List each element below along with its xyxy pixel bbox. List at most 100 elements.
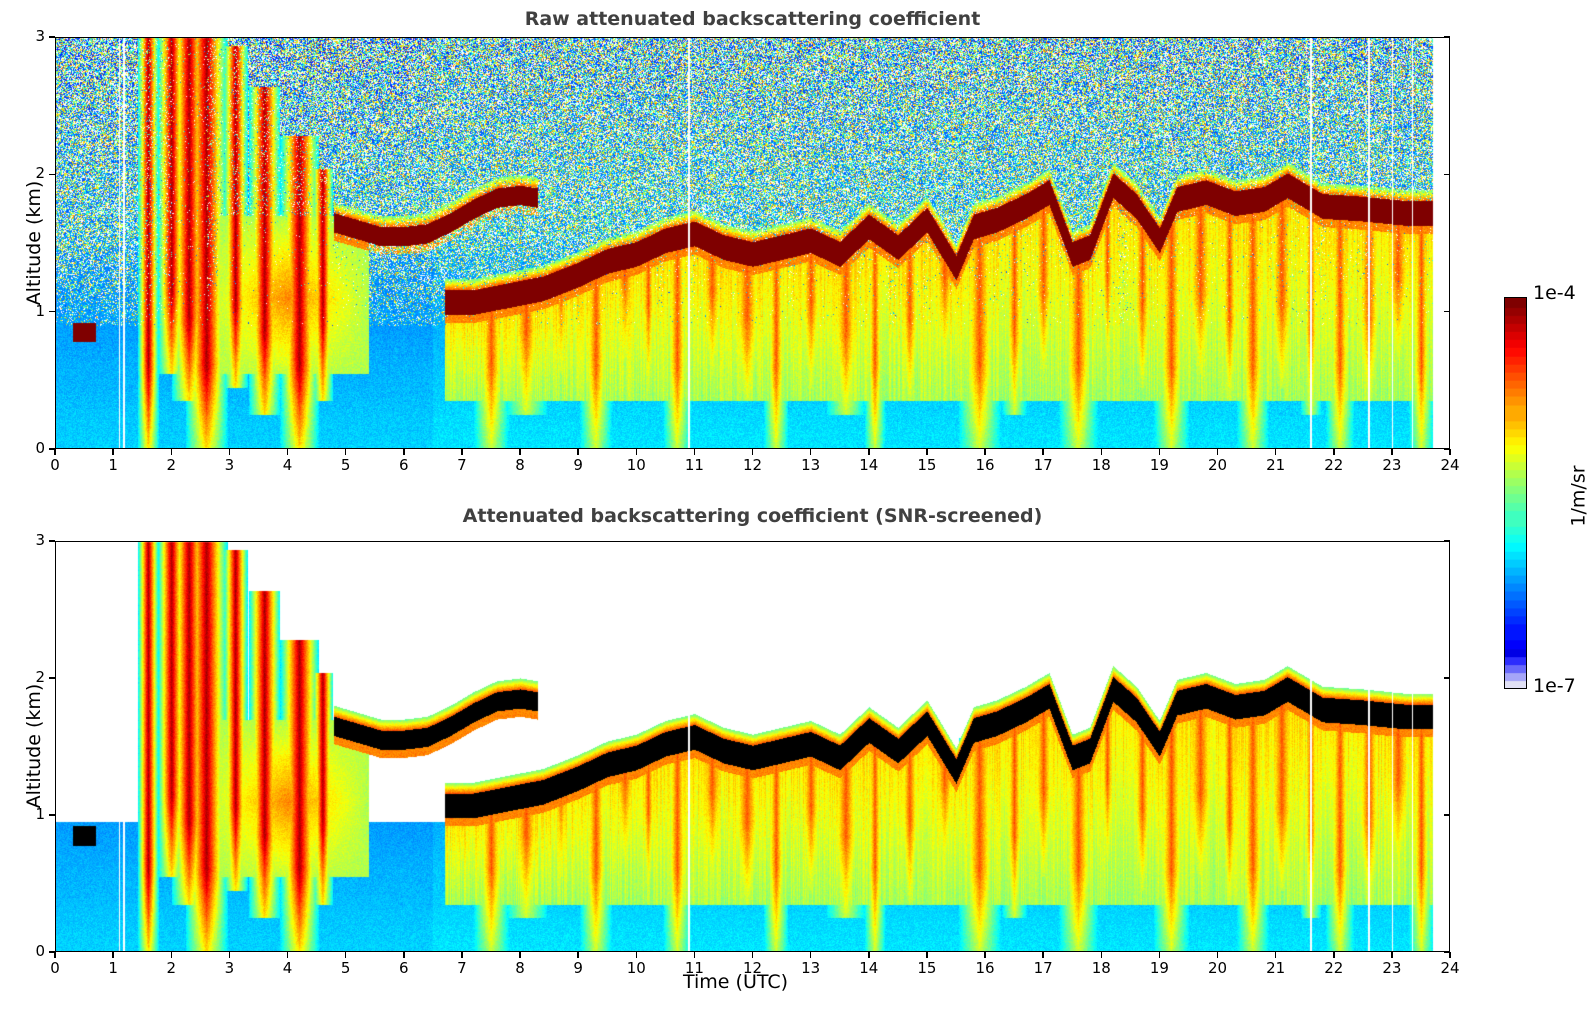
x-tick-label: 17 [1033, 456, 1053, 474]
x-tick-mark [519, 952, 521, 958]
bottom-panel-title: Attenuated backscattering coefficient (S… [462, 505, 1043, 527]
x-tick-label: 18 [1091, 959, 1111, 977]
x-tick-mark [1158, 952, 1161, 958]
x-tick-mark [112, 449, 114, 455]
x-tick-label: 11 [684, 959, 704, 977]
x-tick-mark [1449, 952, 1451, 958]
x-tick-mark [635, 952, 637, 958]
x-tick-mark [403, 449, 405, 455]
x-tick-label: 6 [398, 959, 409, 977]
y-tick-mark-right [1444, 173, 1450, 176]
x-tick-label: 1 [108, 456, 118, 474]
top-panel-title: Raw attenuated backscattering coefficien… [524, 8, 981, 30]
y-tick-mark-right [1444, 951, 1450, 953]
x-tick-label: 9 [573, 959, 583, 977]
y-tick-mark [49, 310, 55, 313]
x-tick-mark [809, 449, 812, 455]
x-tick-mark [868, 449, 870, 455]
x-tick-mark [461, 952, 463, 958]
x-tick-mark [170, 952, 172, 958]
x-tick-mark [1274, 952, 1277, 958]
x-tick-mark [577, 952, 579, 958]
x-tick-mark [228, 952, 231, 958]
x-tick-label: 10 [626, 456, 646, 474]
x-tick-mark [693, 952, 696, 958]
x-tick-label: 4 [282, 456, 293, 474]
x-tick-label: 7 [457, 456, 467, 474]
x-tick-mark [1216, 952, 1219, 958]
x-tick-mark [751, 952, 754, 958]
screened-backscatter-heatmap [55, 541, 1450, 952]
x-tick-mark [54, 449, 56, 455]
x-tick-label: 6 [398, 456, 409, 474]
x-tick-mark [54, 952, 56, 958]
x-tick-label: 13 [801, 456, 821, 474]
x-tick-mark [403, 952, 405, 958]
x-tick-label: 19 [1149, 456, 1169, 474]
screened-backscatter-panel [55, 541, 1450, 952]
y-tick-mark-right [1444, 540, 1450, 542]
x-tick-label: 14 [859, 959, 879, 977]
x-tick-mark [286, 952, 289, 958]
x-tick-label: 24 [1440, 456, 1460, 474]
x-tick-mark [926, 952, 928, 958]
x-tick-mark [984, 449, 986, 455]
x-tick-label: 12 [742, 959, 763, 977]
raw-backscatter-heatmap [55, 37, 1450, 449]
y-tick-mark-right [1444, 448, 1450, 450]
x-tick-mark [751, 449, 754, 455]
x-tick-mark [984, 952, 986, 958]
x-tick-label: 0 [50, 456, 60, 474]
x-tick-mark [1042, 449, 1044, 455]
x-tick-mark [519, 449, 521, 455]
x-tick-mark [344, 449, 347, 455]
x-tick-mark [344, 952, 347, 958]
x-tick-label: 12 [742, 456, 763, 474]
x-tick-mark [286, 449, 289, 455]
x-tick-label: 22 [1324, 456, 1344, 474]
y-tick-mark [49, 36, 55, 38]
y-tick-mark [49, 677, 55, 679]
y-tick-label: 1 [35, 301, 45, 320]
y-tick-mark [49, 448, 55, 450]
x-tick-label: 2 [166, 456, 177, 474]
x-tick-label: 13 [801, 959, 821, 977]
bottom-y-axis-label: Altitude (km) [23, 683, 45, 809]
x-tick-label: 0 [50, 959, 60, 977]
x-tick-label: 20 [1207, 959, 1228, 977]
colorbar [1504, 297, 1527, 689]
x-tick-label: 7 [457, 959, 467, 977]
x-tick-label: 22 [1324, 959, 1344, 977]
x-tick-label: 23 [1382, 959, 1402, 977]
x-tick-label: 21 [1266, 959, 1286, 977]
x-tick-mark [1449, 449, 1451, 455]
x-tick-label: 14 [859, 456, 879, 474]
x-tick-label: 21 [1266, 456, 1286, 474]
x-tick-mark [1100, 449, 1102, 455]
y-tick-mark-right [1444, 36, 1450, 38]
x-tick-mark [868, 952, 870, 958]
x-tick-label: 8 [515, 456, 525, 474]
x-tick-mark [1100, 952, 1102, 958]
x-tick-mark [577, 449, 579, 455]
x-tick-mark [112, 952, 114, 958]
y-tick-mark-right [1444, 814, 1450, 816]
x-tick-label: 11 [684, 456, 704, 474]
x-tick-label: 5 [340, 456, 351, 474]
colorbar-max-label: 1e-4 [1533, 282, 1576, 304]
y-tick-mark [49, 173, 55, 176]
x-tick-mark [1274, 449, 1277, 455]
y-tick-label: 3 [35, 27, 45, 45]
x-tick-mark [228, 449, 231, 455]
x-tick-mark [635, 449, 637, 455]
x-tick-label: 10 [626, 959, 646, 977]
x-tick-label: 2 [166, 959, 177, 977]
x-tick-label: 8 [515, 959, 525, 977]
x-tick-mark [1158, 449, 1161, 455]
x-tick-label: 16 [975, 959, 995, 977]
x-tick-label: 3 [224, 959, 235, 977]
y-tick-label: 2 [35, 164, 45, 183]
x-tick-label: 5 [340, 959, 351, 977]
x-tick-mark [461, 449, 463, 455]
y-tick-label: 0 [35, 942, 45, 960]
